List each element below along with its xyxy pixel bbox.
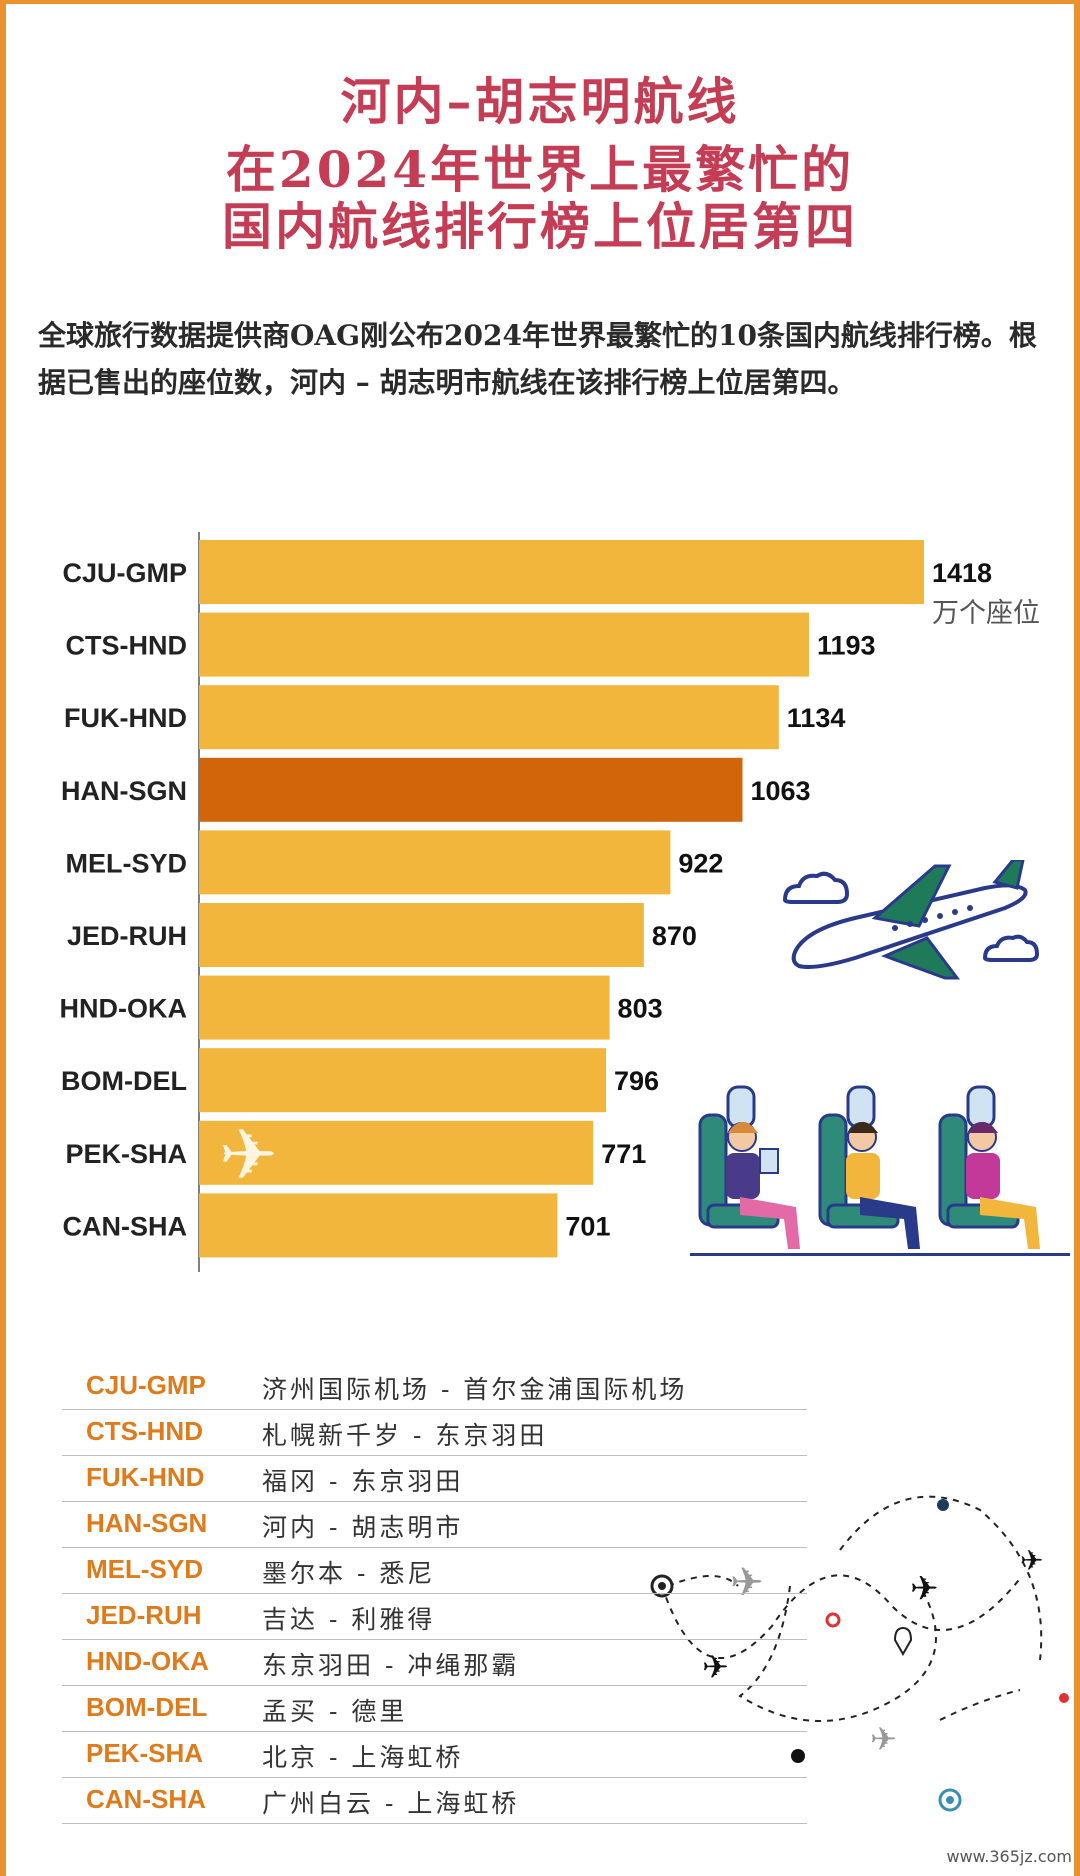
bar-chart: CJU-GMP 1418 万个座位 CTS-HND 1193 FUK-HND 1134 HAN… <box>60 532 1040 1272</box>
legend-row: JED-RUH 吉达 - 利雅得 <box>62 1594 807 1640</box>
title-line-2: 在2024年世界上最繁忙的 <box>225 140 855 199</box>
legend-route-code: PEK-SHA <box>86 1738 204 1768</box>
airplane-icon: ✈ <box>910 1569 939 1609</box>
legend-row: FUK-HND 福冈 - 东京羽田 <box>62 1456 807 1502</box>
value-label: 771 <box>601 1139 646 1169</box>
legend-route-code: HAN-SGN <box>86 1508 208 1538</box>
legend-route-code: CTS-HND <box>86 1416 203 1446</box>
route-legend: CJU-GMP 济州国际机场 - 首尔金浦国际机场 CTS-HND 札幌新千岁 - 东… <box>62 1364 807 1824</box>
intro-paragraph: 全球旅行数据提供商OAG刚公布2024年世界最繁忙的10条国内航线排行榜。根据已… <box>38 319 1037 399</box>
airplane-icon: ✈ <box>219 1114 278 1196</box>
legend-route-name: 济州国际机场 - 首尔金浦国际机场 <box>262 1375 688 1404</box>
value-label: 1063 <box>750 776 810 806</box>
value-label: 701 <box>565 1211 610 1241</box>
value-label: 803 <box>618 994 663 1024</box>
legend-route-code: FUK-HND <box>86 1462 205 1492</box>
legend-row: HND-OKA 东京羽田 - 冲绳那霸 <box>62 1640 807 1686</box>
category-label: JED-RUH <box>67 921 187 951</box>
flight-route-map-illustration: ✈ ✈ ✈ ✈ ✈ <box>650 1495 1069 1812</box>
legend-route-code: CJU-GMP <box>86 1370 206 1400</box>
value-label: 1418 <box>932 558 992 588</box>
airplane-icon: ✈ <box>730 1560 764 1606</box>
legend-row: HAN-SGN 河内 - 胡志明市 <box>62 1502 807 1548</box>
bar-can-sha <box>199 1193 558 1258</box>
legend-route-name: 北京 - 上海虹桥 <box>262 1743 464 1772</box>
unit-label: 万个座位 <box>932 598 1040 629</box>
legend-route-code: JED-RUH <box>86 1600 202 1630</box>
value-label: 796 <box>614 1066 659 1096</box>
category-label: CTS-HND <box>66 631 188 661</box>
category-label: HND-OKA <box>60 994 188 1024</box>
category-label: CJU-GMP <box>62 558 187 588</box>
category-label: PEK-SHA <box>65 1139 187 1169</box>
legend-route-name: 吉达 - 利雅得 <box>262 1605 436 1634</box>
value-label: 870 <box>652 921 697 951</box>
cloud-icon <box>782 871 850 904</box>
legend-row: CTS-HND 札幌新千岁 - 东京羽田 <box>62 1410 807 1456</box>
legend-row: CJU-GMP 济州国际机场 - 首尔金浦国际机场 <box>62 1364 807 1410</box>
legend-route-code: MEL-SYD <box>86 1554 203 1584</box>
legend-row: MEL-SYD 墨尔本 - 悉尼 <box>62 1548 807 1594</box>
legend-route-code: CAN-SHA <box>86 1784 206 1814</box>
legend-route-name: 广州白云 - 上海虹桥 <box>262 1789 520 1818</box>
category-label: FUK-HND <box>64 703 187 733</box>
bar-cju-gmp <box>199 540 924 604</box>
legend-route-name: 孟买 - 德里 <box>262 1697 408 1726</box>
legend-route-name: 福冈 - 东京羽田 <box>262 1467 464 1496</box>
bar-hnd-oka <box>199 975 610 1040</box>
bar-han-sgn <box>199 757 743 822</box>
legend-route-name: 东京羽田 - 冲绳那霸 <box>262 1651 520 1680</box>
watermark: www.365jz.com <box>946 1847 1072 1866</box>
bar-pek-sha <box>199 1120 594 1185</box>
cloud-icon <box>982 934 1040 962</box>
title-line-1: 河内–胡志明航线 <box>340 72 740 131</box>
legend-route-name: 札幌新千岁 - 东京羽田 <box>262 1421 548 1450</box>
bar-mel-syd <box>199 830 671 895</box>
seat-1 <box>698 1085 800 1249</box>
seat-2 <box>818 1085 920 1249</box>
map-pin-icon <box>893 1626 913 1657</box>
legend-row: PEK-SHA 北京 - 上海虹桥 <box>62 1732 807 1778</box>
category-label: BOM-DEL <box>61 1066 187 1096</box>
airplane-icon: ✈ <box>1020 1544 1043 1577</box>
title-line-3: 国内航线排行榜上位居第四 <box>222 197 858 256</box>
category-label: HAN-SGN <box>61 776 187 806</box>
airplane-icon <box>782 860 1040 980</box>
legend-route-name: 墨尔本 - 悉尼 <box>262 1559 436 1588</box>
bar-fuk-hnd <box>199 685 779 750</box>
bar-jed-ruh <box>199 903 644 967</box>
value-label: 1134 <box>787 703 846 733</box>
legend-route-name: 河内 - 胡志明市 <box>262 1513 464 1542</box>
bar-cts-hnd <box>199 612 809 677</box>
legend-route-code: HND-OKA <box>86 1646 209 1676</box>
legend-row: BOM-DEL 孟买 - 德里 <box>62 1686 807 1732</box>
legend-route-code: BOM-DEL <box>86 1692 208 1722</box>
legend-row: CAN-SHA 广州白云 - 上海虹桥 <box>62 1778 807 1824</box>
category-label: CAN-SHA <box>63 1211 188 1241</box>
value-label: 922 <box>678 848 723 878</box>
bar-bom-del <box>199 1048 606 1113</box>
passenger-seats-illustration <box>690 1085 1070 1256</box>
airplane-icon: ✈ <box>702 1648 729 1686</box>
category-label: MEL-SYD <box>66 848 188 878</box>
airplane-icon: ✈ <box>870 1720 897 1758</box>
value-label: 1193 <box>817 631 876 661</box>
seat-3 <box>938 1085 1040 1249</box>
